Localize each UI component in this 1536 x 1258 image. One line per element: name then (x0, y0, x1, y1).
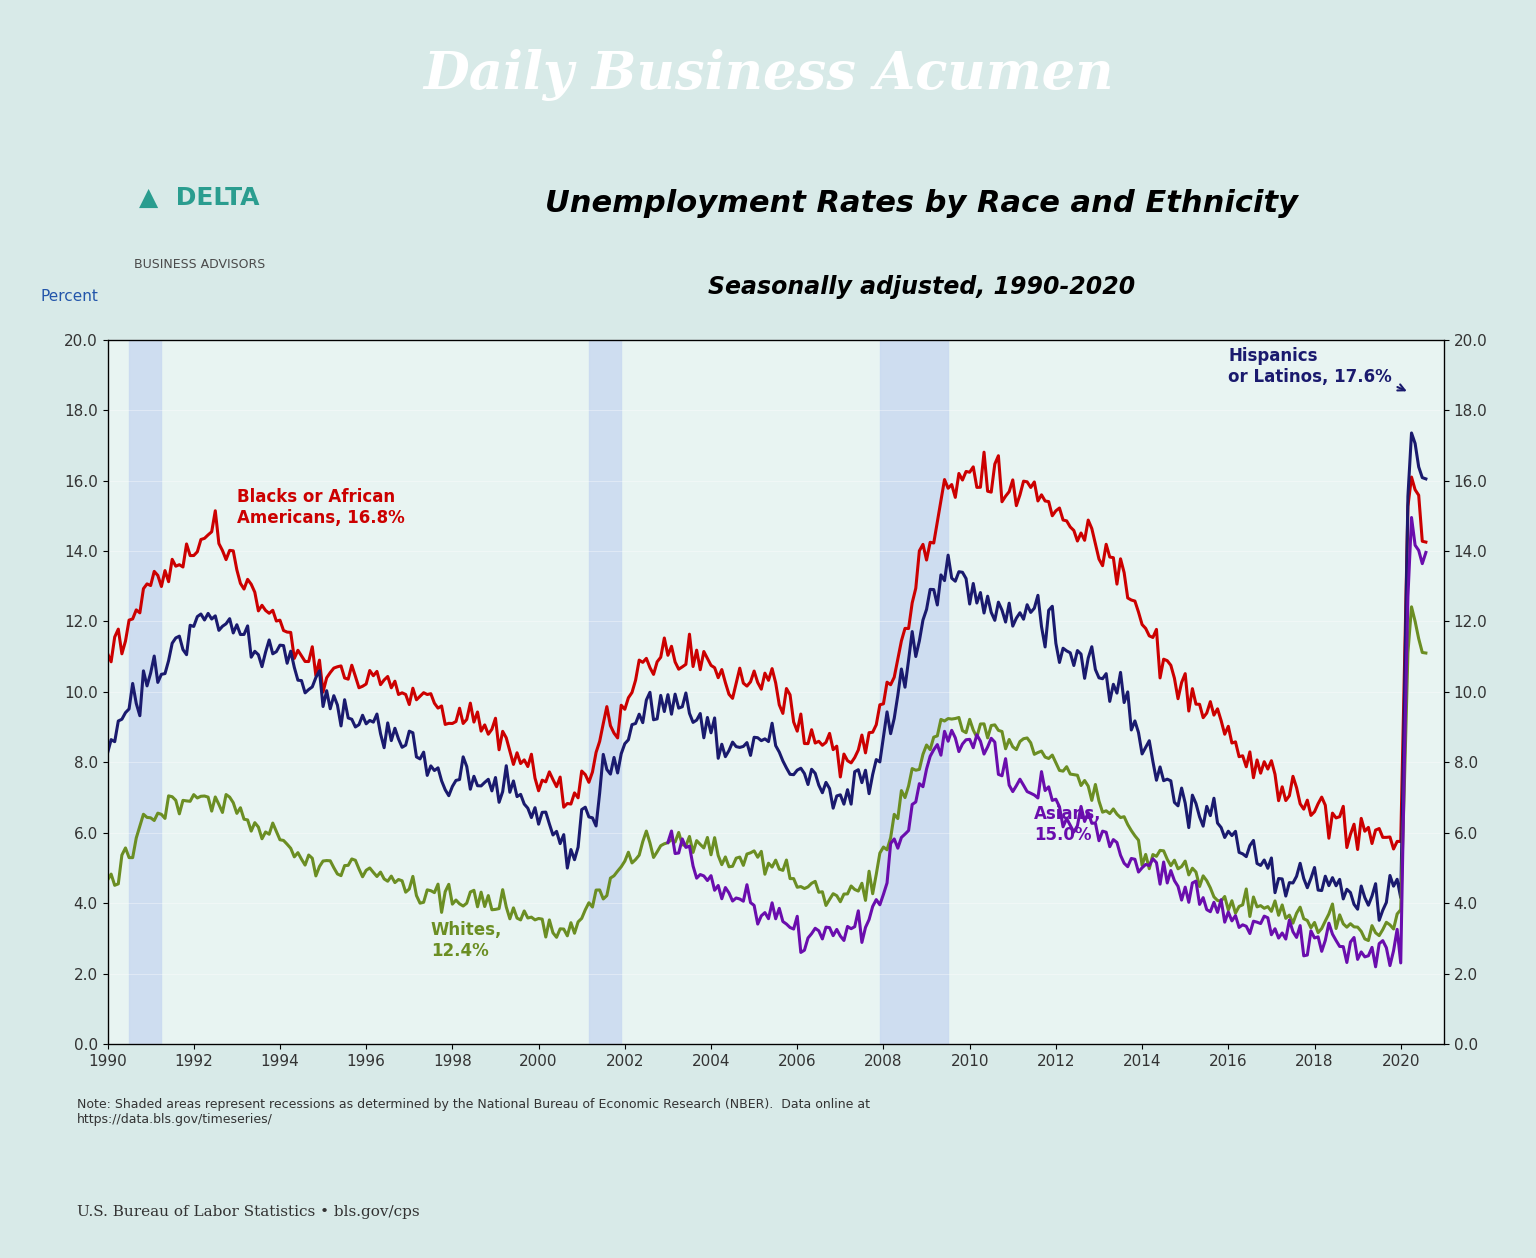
Text: Hispanics
or Latinos, 17.6%: Hispanics or Latinos, 17.6% (1229, 347, 1405, 390)
Bar (588, 340, 622, 1044)
Text: Daily Business Acumen: Daily Business Acumen (422, 49, 1114, 102)
Text: Percent: Percent (41, 289, 98, 304)
Text: Unemployment Rates by Race and Ethnicity: Unemployment Rates by Race and Ethnicity (545, 189, 1298, 219)
Bar (129, 340, 161, 1044)
Text: U.S. Bureau of Labor Statistics • bls.gov/cps: U.S. Bureau of Labor Statistics • bls.go… (77, 1205, 419, 1219)
Text: BUSINESS ADVISORS: BUSINESS ADVISORS (134, 258, 266, 270)
Text: ▲  DELTA: ▲ DELTA (140, 186, 260, 210)
Bar (880, 340, 948, 1044)
Text: Seasonally adjusted, 1990-2020: Seasonally adjusted, 1990-2020 (708, 274, 1135, 299)
Text: Note: Shaded areas represent recessions as determined by the National Bureau of : Note: Shaded areas represent recessions … (77, 1097, 869, 1126)
Text: Asians,
15.0%: Asians, 15.0% (1034, 805, 1101, 844)
Text: Blacks or African
Americans, 16.8%: Blacks or African Americans, 16.8% (237, 488, 404, 527)
Text: Whites,
12.4%: Whites, 12.4% (430, 921, 502, 960)
